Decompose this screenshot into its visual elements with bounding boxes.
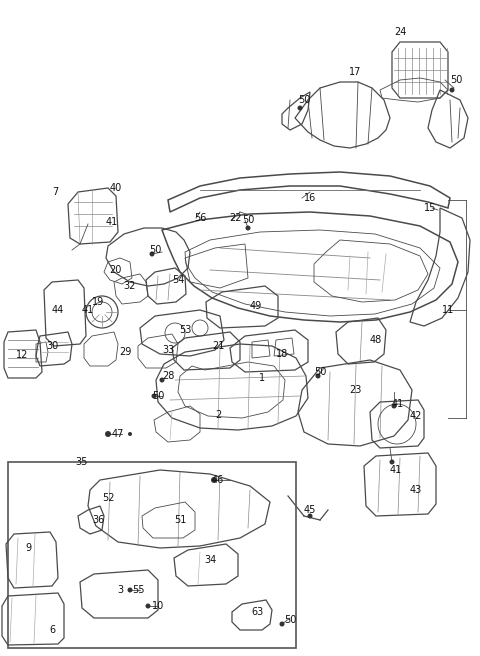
Text: 24: 24 — [394, 27, 406, 37]
Text: 2: 2 — [215, 410, 221, 420]
Circle shape — [128, 432, 132, 436]
Text: 50: 50 — [284, 615, 296, 625]
Text: 45: 45 — [304, 505, 316, 515]
Text: 46: 46 — [212, 475, 224, 485]
Circle shape — [245, 226, 251, 230]
Text: 12: 12 — [16, 350, 28, 360]
Circle shape — [149, 251, 155, 256]
Text: 23: 23 — [349, 385, 361, 395]
Text: 22: 22 — [229, 213, 241, 223]
Text: 44: 44 — [52, 305, 64, 315]
Circle shape — [105, 431, 111, 437]
Text: 18: 18 — [276, 349, 288, 359]
Circle shape — [279, 621, 285, 626]
Text: 55: 55 — [132, 585, 144, 595]
Circle shape — [389, 459, 395, 464]
Text: 54: 54 — [172, 275, 184, 285]
Text: 63: 63 — [252, 607, 264, 617]
Text: 10: 10 — [152, 601, 164, 611]
Text: 41: 41 — [106, 217, 118, 227]
Circle shape — [298, 106, 302, 110]
Text: 50: 50 — [450, 75, 462, 85]
Text: 20: 20 — [109, 265, 121, 275]
Text: 41: 41 — [390, 465, 402, 475]
Text: 32: 32 — [124, 281, 136, 291]
Text: 30: 30 — [46, 341, 58, 351]
Text: 52: 52 — [102, 493, 114, 503]
Circle shape — [145, 604, 151, 609]
Text: 29: 29 — [119, 347, 131, 357]
Text: 40: 40 — [110, 183, 122, 193]
Text: 15: 15 — [424, 203, 436, 213]
Text: 41: 41 — [392, 399, 404, 409]
Text: 3: 3 — [117, 585, 123, 595]
Text: 53: 53 — [179, 325, 191, 335]
Text: 9: 9 — [25, 543, 31, 553]
Text: 28: 28 — [162, 371, 174, 381]
Text: 49: 49 — [250, 301, 262, 311]
Text: 34: 34 — [204, 555, 216, 565]
Circle shape — [308, 514, 312, 518]
Text: 41: 41 — [82, 305, 94, 315]
Text: 43: 43 — [410, 485, 422, 495]
Text: 6: 6 — [49, 625, 55, 635]
Text: 50: 50 — [314, 367, 326, 377]
Circle shape — [315, 373, 321, 379]
Text: 50: 50 — [298, 95, 310, 105]
Text: 48: 48 — [370, 335, 382, 345]
Text: 50: 50 — [149, 245, 161, 255]
Text: 36: 36 — [92, 515, 104, 525]
Bar — [8, 462, 296, 648]
Text: 56: 56 — [194, 213, 206, 223]
Text: 33: 33 — [162, 345, 174, 355]
Text: 50: 50 — [152, 391, 164, 401]
Text: 19: 19 — [92, 297, 104, 307]
Text: 11: 11 — [442, 305, 454, 315]
Text: 47: 47 — [112, 429, 124, 439]
Text: 1: 1 — [259, 373, 265, 383]
Text: 35: 35 — [76, 457, 88, 467]
Circle shape — [159, 377, 165, 382]
Circle shape — [449, 87, 455, 92]
Text: 7: 7 — [52, 187, 58, 197]
Text: 17: 17 — [349, 67, 361, 77]
Circle shape — [128, 588, 132, 592]
Text: 51: 51 — [174, 515, 186, 525]
Text: 16: 16 — [304, 193, 316, 203]
Text: 42: 42 — [410, 411, 422, 421]
Text: 21: 21 — [212, 341, 224, 351]
Circle shape — [211, 477, 217, 483]
Circle shape — [392, 403, 396, 409]
Circle shape — [152, 394, 156, 398]
Text: 50: 50 — [242, 215, 254, 225]
